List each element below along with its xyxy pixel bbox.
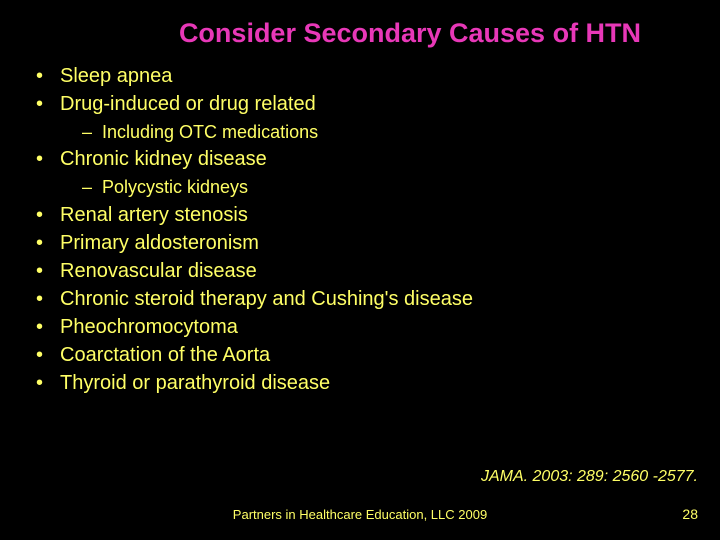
list-item-label: Thyroid or parathyroid disease xyxy=(60,372,330,394)
list-item: Renovascular disease xyxy=(34,258,700,285)
sub-bullet-list: Including OTC medications xyxy=(60,120,700,144)
sub-list-item: Polycystic kidneys xyxy=(82,175,700,199)
list-item-label: Pheochromocytoma xyxy=(60,316,238,338)
sub-list-item: Including OTC medications xyxy=(82,120,700,144)
page-number: 28 xyxy=(682,506,698,522)
list-item: Sleep apnea xyxy=(34,63,700,90)
list-item-label: Sleep apnea xyxy=(60,65,172,87)
list-item: Pheochromocytoma xyxy=(34,314,700,341)
list-item-label: Drug-induced or drug related xyxy=(60,93,316,115)
list-item-label: Renovascular disease xyxy=(60,260,257,282)
sub-bullet-list: Polycystic kidneys xyxy=(60,175,700,199)
list-item-label: Chronic kidney disease xyxy=(60,148,267,170)
citation: JAMA. 2003: 289: 2560 -2577. xyxy=(481,468,698,486)
list-item-label: Chronic steroid therapy and Cushing's di… xyxy=(60,288,473,310)
sub-list-item-label: Including OTC medications xyxy=(102,122,318,142)
sub-list-item-label: Polycystic kidneys xyxy=(102,177,248,197)
list-item: Thyroid or parathyroid disease xyxy=(34,370,700,397)
list-item-label: Primary aldosteronism xyxy=(60,232,259,254)
list-item-label: Renal artery stenosis xyxy=(60,204,248,226)
slide: Consider Secondary Causes of HTN Sleep a… xyxy=(0,0,720,540)
list-item-label: Coarctation of the Aorta xyxy=(60,344,270,366)
list-item: Chronic kidney disease Polycystic kidney… xyxy=(34,146,700,199)
footer: Partners in Healthcare Education, LLC 20… xyxy=(0,507,720,522)
list-item: Coarctation of the Aorta xyxy=(34,342,700,369)
slide-title: Consider Secondary Causes of HTN xyxy=(120,18,700,49)
list-item: Primary aldosteronism xyxy=(34,230,700,257)
list-item: Drug-induced or drug related Including O… xyxy=(34,91,700,144)
list-item: Chronic steroid therapy and Cushing's di… xyxy=(34,286,700,313)
bullet-list: Sleep apnea Drug-induced or drug related… xyxy=(20,63,700,397)
slide-content: Sleep apnea Drug-induced or drug related… xyxy=(20,63,700,397)
list-item: Renal artery stenosis xyxy=(34,202,700,229)
